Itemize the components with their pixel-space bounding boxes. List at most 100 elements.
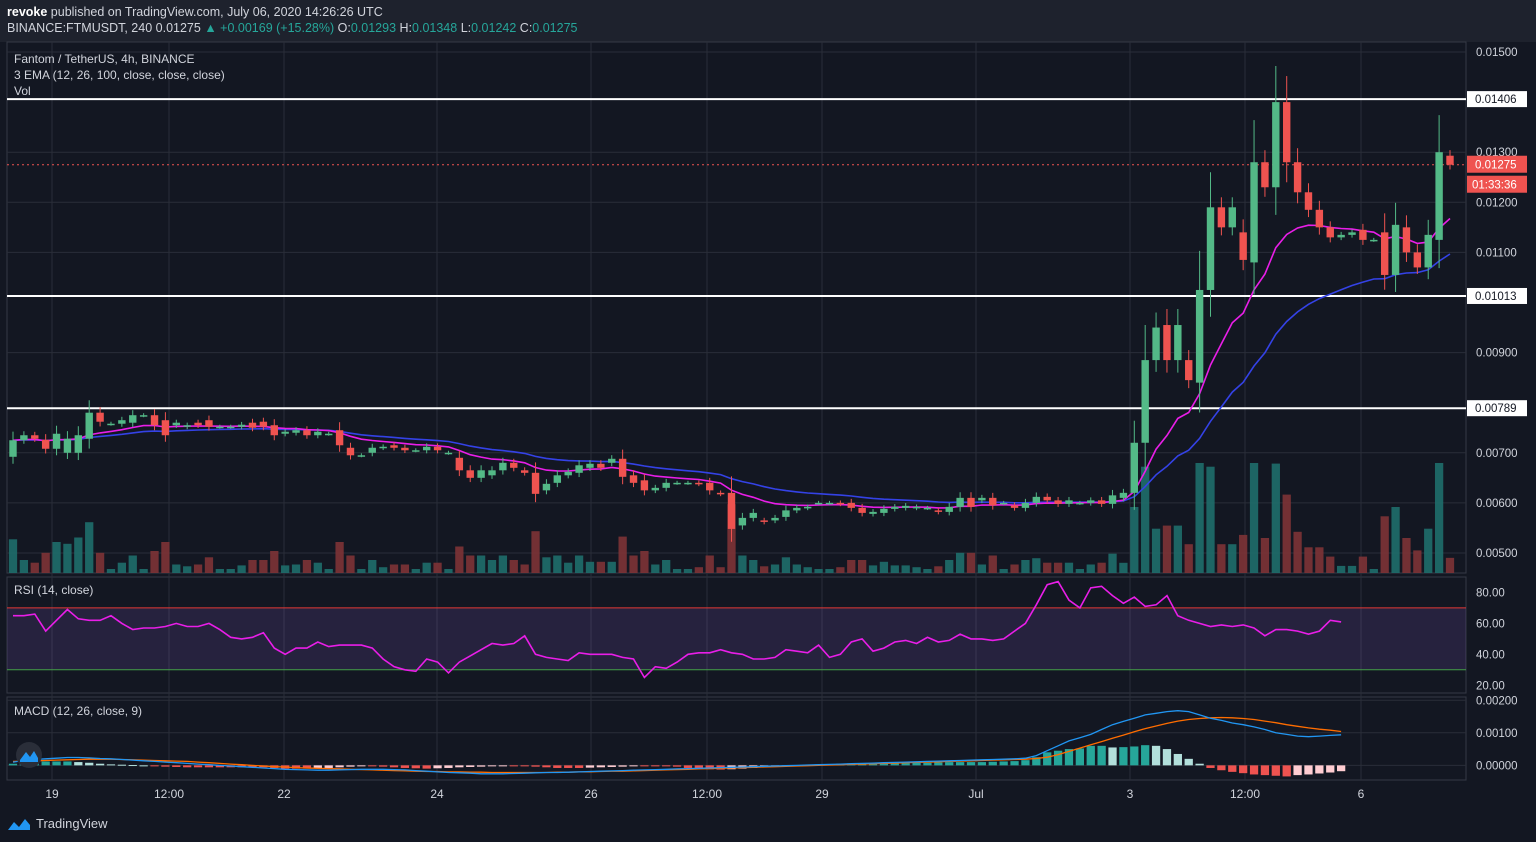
candle-body [270,425,278,436]
candle-body [640,480,649,491]
candle-body [771,517,779,521]
candle-body [390,445,398,448]
volume-bar [281,565,290,573]
price-tick-label: 0.00600 [1476,498,1518,510]
volume-bar [1075,569,1085,573]
macd-histogram-bar [879,763,889,766]
candle-body [695,482,703,485]
volume-bar [574,555,584,573]
candle-body [1217,207,1226,228]
price-tick-label: 0.01100 [1476,247,1517,259]
candle-body [520,470,529,473]
macd-histogram-bar [63,761,72,766]
publisher-name[interactable]: revoke [7,5,48,19]
candle-body [401,447,409,451]
candle-body [706,482,714,491]
macd-histogram-bar [433,765,442,769]
candle-body [107,423,115,426]
candle-body [901,505,910,508]
macd-histogram-bar [1239,765,1248,774]
macd-histogram-bar [531,765,540,767]
volume-bar [498,555,508,573]
tradingview-logo[interactable]: TradingView [7,816,108,831]
candle-body [303,430,311,436]
macd-histogram-bar [368,765,377,767]
key-level-tag [1467,91,1527,108]
candle-body [237,424,246,427]
volume-bar [553,555,562,573]
candle-body [1293,162,1302,193]
key-level-value: 0.00789 [1475,403,1517,415]
price-tick-label: 0.01500 [1476,47,1518,59]
key-level-value: 0.01013 [1475,291,1517,303]
candle-body [1283,102,1291,163]
macd-histogram-bar [150,765,159,767]
macd-histogram-bar [1108,747,1117,766]
volume-bar [672,569,682,573]
candle-body [662,482,670,488]
volume-bar [781,557,791,573]
macd-histogram-bar [901,763,910,766]
macd-histogram-bar [520,765,529,767]
price-tick-label: 0.00900 [1476,348,1518,360]
macd-histogram-bar [161,765,170,767]
candle-body [836,502,845,505]
macd-histogram-bar [1119,747,1128,766]
candle-body [205,420,213,427]
candle-body [618,458,627,477]
volume-bar [476,555,486,573]
volume-bar [95,552,105,573]
volume-bar [422,562,431,573]
candle-body [531,472,540,494]
macd-histogram-bar [890,763,899,766]
volume-bar [1282,494,1291,573]
publish-header: revoke published on TradingView.com, Jul… [0,0,1536,42]
volume-bar [640,551,649,573]
main-legend-title: Fantom / TetherUS, 4h, BINANCE [14,52,195,66]
x-tick-label: 19 [45,787,59,801]
volume-bar [487,560,497,573]
volume-bar [683,569,693,573]
volume-bar [1162,525,1172,573]
rsi-band-fill [7,607,1466,670]
candle-body [891,506,899,509]
candle-body [651,487,659,491]
macd-histogram-bar [868,763,878,766]
candle-body [989,497,997,506]
candle-body [1152,327,1160,361]
candle-body [1163,325,1171,361]
volume-bar [1413,550,1422,573]
volume-bar [378,567,388,573]
volume-bar [41,552,50,573]
volume-bar [792,564,801,573]
volume-bar [716,567,725,573]
ohlc-line: BINANCE:FTMUSDT, 240 0.01275 ▲ +0.00169 … [7,21,577,35]
candle-body [967,497,975,507]
candle-body [357,455,366,457]
volume-bar [270,551,279,573]
price-tick-label: 0.00500 [1476,548,1518,560]
candle-body [1076,502,1084,505]
key-level-tag [1467,400,1527,417]
volume-bar [923,569,932,573]
candle-body [444,452,453,455]
volume-bar [596,561,606,573]
volume-bar [259,560,268,573]
volume-bar [912,567,921,573]
volume-bar [1424,528,1433,573]
candle-body [880,508,888,513]
volume-bar [662,560,671,573]
volume-bar [1141,466,1150,573]
volume-bar [1228,544,1237,573]
price-tick-label: 0.00700 [1476,448,1518,460]
macd-histogram-bar [455,765,464,768]
volume-bar [1315,547,1324,573]
current-price-value: 0.01275 [1475,160,1517,172]
macd-histogram-bar [411,765,420,769]
key-level-tag [1467,287,1527,304]
macd-histogram-bar [1217,765,1226,771]
volume-bar [1402,538,1411,573]
candle-body [869,511,877,514]
volume-bar [901,565,910,573]
